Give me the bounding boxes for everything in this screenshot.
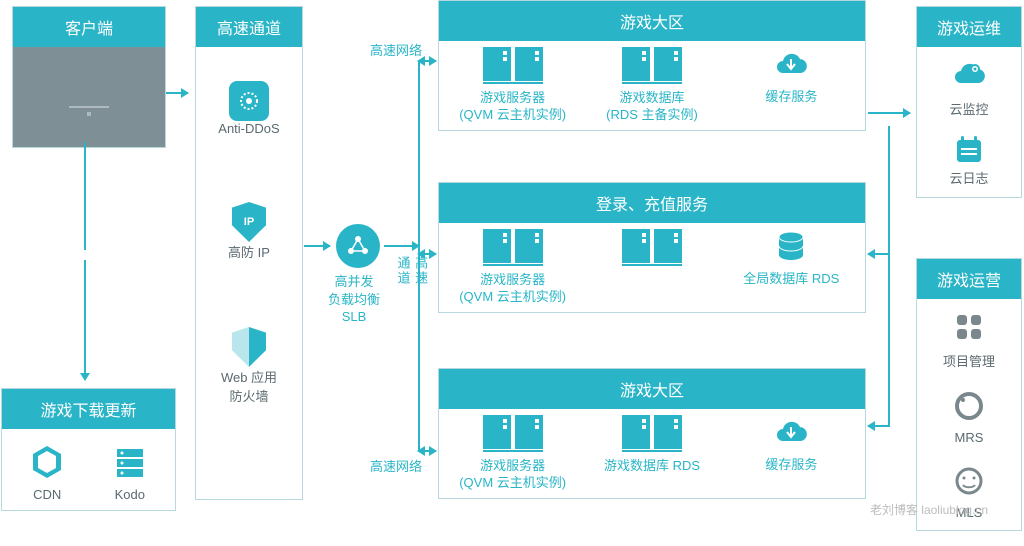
zone-item	[582, 229, 721, 272]
panel-zone-2-title: 登录、充值服务	[439, 183, 865, 223]
zone-3-items: 游戏服务器 (QVM 云主机实例) 游戏数据库 RDS 缓存服务	[439, 409, 865, 498]
ops-item: 云监控	[949, 57, 989, 118]
service-label: 全局数据库 RDS	[743, 271, 839, 288]
servers-icon	[483, 229, 543, 266]
biz-item-label: 项目管理	[943, 351, 995, 370]
panel-zone-2: 登录、充值服务 游戏服务器 (QVM 云主机实例) 全局数据库 RDS	[438, 182, 866, 313]
panel-highspeed-title: 高速通道	[196, 7, 302, 47]
servers-icon	[483, 47, 543, 84]
ops-items: 云监控 云日志	[917, 47, 1021, 197]
download-items: CDN Kodo	[2, 429, 175, 510]
slb-node-icon	[336, 224, 380, 268]
panel-zone-3-title: 游戏大区	[439, 369, 865, 409]
highspeed-item-ip: 高防 IP	[228, 202, 270, 261]
zone-item: 全局数据库 RDS	[722, 229, 861, 288]
service-label: 游戏数据库 (RDS 主备实例)	[606, 90, 698, 124]
panel-download: 游戏下载更新 CDN Kodo	[1, 388, 176, 511]
highspeed-item-label: Web 应用 防火墙	[221, 367, 277, 405]
service-label: 缓存服务	[765, 89, 817, 106]
connector	[868, 112, 910, 114]
panel-zone-3: 游戏大区 游戏服务器 (QVM 云主机实例) 游戏数据库 RDS 缓存服务	[438, 368, 866, 499]
highspeed-item-waf: Web 应用 防火墙	[221, 327, 277, 405]
cloud-icon	[771, 47, 811, 83]
ops-item: 云日志	[949, 132, 988, 187]
connector	[418, 253, 436, 255]
panel-client: 客户端	[12, 6, 166, 148]
service-label: 游戏服务器 (QVM 云主机实例)	[459, 458, 566, 492]
zone-item: 缓存服务	[722, 47, 861, 106]
waf-shield-icon	[232, 327, 266, 367]
connector	[166, 92, 188, 94]
download-item-label: CDN	[33, 487, 61, 502]
slb-label: 高并发 负载均衡 SLB	[328, 273, 380, 326]
panel-ops-title: 游戏运维	[917, 7, 1021, 47]
service-label: 游戏服务器 (QVM 云主机实例)	[459, 272, 566, 306]
servers-icon	[483, 415, 543, 452]
ops-item-label: 云监控	[949, 99, 988, 118]
zone-item: 游戏服务器 (QVM 云主机实例)	[443, 229, 582, 306]
panel-ops: 游戏运维 云监控 云日志	[916, 6, 1022, 198]
connector	[384, 245, 419, 247]
zone-item: 缓存服务	[722, 415, 861, 474]
biz-item: 项目管理	[943, 309, 995, 370]
gear-shield-icon	[229, 81, 269, 121]
download-item-cdn: CDN	[26, 441, 68, 502]
zone-1-items: 游戏服务器 (QVM 云主机实例) 游戏数据库 (RDS 主备实例) 缓存服务	[439, 41, 865, 130]
edge-label-bottom: 高速网络	[370, 456, 422, 475]
grid-icon	[949, 309, 989, 345]
connector	[304, 245, 330, 247]
service-label: 游戏数据库 RDS	[604, 458, 700, 475]
zone-item: 游戏数据库 RDS	[582, 415, 721, 475]
server-icon	[109, 441, 151, 483]
connector	[418, 450, 436, 452]
panel-highspeed: 高速通道 Anti-DDoS 高防 IP Web 应用 防火墙	[195, 6, 303, 500]
database-icon	[771, 229, 811, 265]
zone-item: 游戏服务器 (QVM 云主机实例)	[443, 415, 582, 492]
panel-biz-title: 游戏运营	[917, 259, 1021, 299]
cloud-icon	[771, 415, 811, 451]
zone-item: 游戏服务器 (QVM 云主机实例)	[443, 47, 582, 124]
panel-download-title: 游戏下载更新	[2, 389, 175, 429]
connector	[84, 260, 86, 380]
connector	[888, 126, 890, 426]
connector	[84, 142, 86, 250]
ring-icon	[949, 388, 989, 424]
zone-2-items: 游戏服务器 (QVM 云主机实例) 全局数据库 RDS	[439, 223, 865, 312]
panel-zone-1-title: 游戏大区	[439, 1, 865, 41]
highspeed-item-antiddos: Anti-DDoS	[218, 81, 279, 136]
panel-client-title: 客户端	[13, 7, 165, 47]
service-label: 缓存服务	[765, 457, 817, 474]
slb-channel-label: 高速 通道	[394, 256, 429, 286]
highspeed-item-label: 高防 IP	[228, 242, 270, 261]
highspeed-item-label: Anti-DDoS	[218, 121, 279, 136]
ip-shield-icon	[232, 202, 266, 242]
ops-item-label: 云日志	[949, 168, 988, 187]
watermark: 老刘博客 laoliublog.cn	[870, 501, 988, 518]
face-icon	[949, 463, 989, 499]
calendar-icon	[951, 132, 987, 168]
biz-items: 项目管理 MRS MLS	[917, 299, 1021, 530]
download-item-label: Kodo	[115, 487, 145, 502]
biz-item-label: MRS	[955, 430, 984, 445]
client-device-icon	[13, 47, 165, 147]
panel-biz: 游戏运营 项目管理 MRS MLS	[916, 258, 1022, 531]
panel-zone-1: 游戏大区 游戏服务器 (QVM 云主机实例) 游戏数据库 (RDS 主备实例) …	[438, 0, 866, 131]
connector	[868, 425, 890, 427]
hexagon-icon	[26, 441, 68, 483]
connector	[868, 253, 890, 255]
connector	[418, 60, 436, 62]
cloud-eye-icon	[949, 57, 989, 93]
highspeed-items: Anti-DDoS 高防 IP Web 应用 防火墙	[196, 47, 302, 415]
servers-icon	[622, 229, 682, 266]
download-item-kodo: Kodo	[109, 441, 151, 502]
servers-icon	[622, 415, 682, 452]
biz-item: MRS	[949, 388, 989, 445]
service-label: 游戏服务器 (QVM 云主机实例)	[459, 90, 566, 124]
edge-label-top: 高速网络	[370, 40, 422, 59]
zone-item: 游戏数据库 (RDS 主备实例)	[582, 47, 721, 124]
servers-icon	[622, 47, 682, 84]
